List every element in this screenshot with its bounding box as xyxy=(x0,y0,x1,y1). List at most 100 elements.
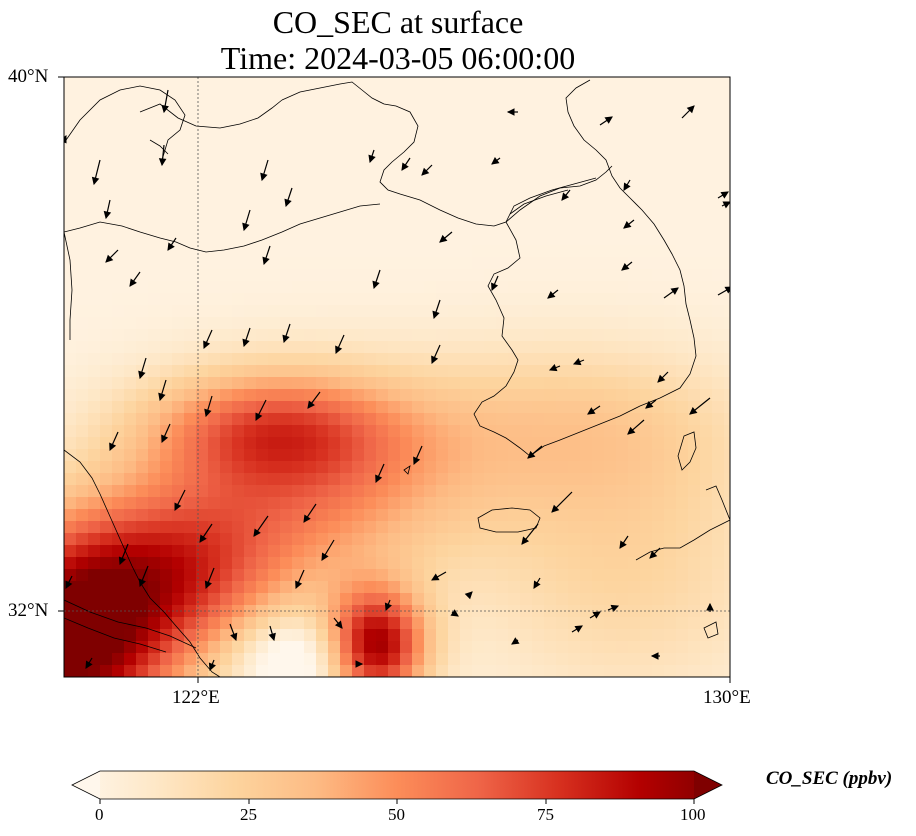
wind-vector-head xyxy=(199,534,207,543)
wind-vector-head xyxy=(161,434,169,444)
wind-vector-head xyxy=(610,604,620,612)
wind-vector-head xyxy=(551,504,560,513)
wind-vector-head xyxy=(161,104,169,114)
coastlines xyxy=(64,79,730,677)
wind-vector-head xyxy=(208,662,216,672)
wind-vector-head xyxy=(334,620,343,629)
wind-vector-head xyxy=(65,580,73,589)
wind-vector-head xyxy=(260,172,268,182)
wind-vector-head xyxy=(355,660,364,668)
wind-vector-head xyxy=(432,310,440,320)
wind-vector-head xyxy=(431,573,440,581)
wind-vector-head xyxy=(368,154,376,164)
wind-vector-head xyxy=(203,340,211,350)
colorbar-body xyxy=(72,771,722,799)
wind-vector-head xyxy=(105,254,114,263)
wind-vector-head xyxy=(321,552,329,561)
wind-vector-head xyxy=(158,392,166,402)
wind-vector-head xyxy=(255,412,263,421)
colorbar xyxy=(71,770,723,804)
colorbar-tick-label-75: 75 xyxy=(537,805,554,824)
wind-vector-head xyxy=(689,406,698,415)
wind-vector-head xyxy=(587,407,596,415)
wind-vector-head xyxy=(572,358,582,366)
wind-vector-head xyxy=(645,400,654,409)
wind-vector-head xyxy=(158,158,167,167)
wind-vector-head xyxy=(295,580,303,590)
wind-vector-head xyxy=(650,652,659,660)
wind-vector-head xyxy=(138,578,146,588)
wind-vector-head xyxy=(230,632,238,642)
wind-vector-head xyxy=(720,191,729,199)
wind-vector-head xyxy=(118,556,126,566)
lon-label-130e: 130°E xyxy=(703,687,751,708)
map-frame xyxy=(63,76,731,678)
wind-vector-head xyxy=(722,201,730,209)
wind-vector-head xyxy=(64,135,67,144)
wind-vector-head xyxy=(547,290,556,299)
colorbar-tick-label-50: 50 xyxy=(388,805,405,824)
wind-vector-head xyxy=(670,287,679,295)
wind-vector-head xyxy=(506,108,515,116)
lon-label-122e: 122°E xyxy=(172,687,220,708)
wind-vector-head xyxy=(109,442,117,452)
wind-vector-head xyxy=(242,222,250,232)
colorbar-tick-label-25: 25 xyxy=(240,805,257,824)
wind-vector-head xyxy=(527,450,536,459)
wind-vector-head xyxy=(521,536,530,545)
wind-vector-head xyxy=(138,370,146,380)
colorbar-extend-max xyxy=(694,771,722,799)
wind-vector-head xyxy=(604,116,613,124)
wind-vector-head xyxy=(335,345,343,355)
wind-vector-head xyxy=(282,334,290,344)
wind-vector-head xyxy=(268,632,276,642)
wind-vector-head xyxy=(574,625,583,633)
wind-vector-head xyxy=(627,426,636,435)
wind-vector-head xyxy=(204,408,212,418)
colorbar-label: CO_SEC (ppbv) xyxy=(766,768,893,789)
lat-label-40n: 40°N xyxy=(8,66,49,87)
wind-vector-head xyxy=(431,355,439,365)
wind-vector-head xyxy=(450,609,459,617)
title-line-2: Time: 2024-03-05 06:00:00 xyxy=(220,40,576,76)
wind-vector-head xyxy=(548,364,558,372)
wind-vector-head xyxy=(242,338,250,348)
wind-vector-head xyxy=(491,157,500,165)
wind-vector-head xyxy=(91,176,100,186)
wind-vectors xyxy=(64,89,730,672)
wind-vector-head xyxy=(439,234,448,243)
wind-vector-head xyxy=(561,192,570,201)
wind-vector-head xyxy=(464,591,473,600)
wind-vector-head xyxy=(384,602,392,612)
wind-vector-head xyxy=(204,580,212,590)
wind-vector-head xyxy=(262,256,270,266)
wind-vector-head xyxy=(103,210,112,220)
wind-vector-head xyxy=(686,105,695,114)
colorbar-tick-label-0: 0 xyxy=(95,805,104,824)
wind-vector-head xyxy=(129,278,137,287)
wind-vector-head xyxy=(724,286,730,294)
wind-vector-head xyxy=(303,514,311,523)
wind-vector-head xyxy=(401,162,409,171)
wind-vector-head xyxy=(413,456,421,466)
wind-vector-head xyxy=(375,474,383,484)
concentration-field xyxy=(64,77,730,677)
wind-vector-head xyxy=(167,242,175,251)
wind-vector-head xyxy=(619,540,627,549)
wind-vector-head xyxy=(621,262,630,271)
wind-vector-head xyxy=(623,220,632,229)
wind-vector-head xyxy=(372,280,380,290)
wind-vector-head xyxy=(421,167,430,176)
wind-vector-head xyxy=(533,580,541,589)
wind-vector-head xyxy=(284,198,292,208)
wind-vector-head xyxy=(592,611,601,619)
wind-vector-head xyxy=(623,182,631,191)
wind-vector-head xyxy=(253,528,261,537)
wind-vector-head xyxy=(657,374,666,383)
wind-vector-head xyxy=(307,400,315,409)
wind-vector-head xyxy=(491,282,499,292)
wind-vector-head xyxy=(649,550,658,559)
wind-vector-head xyxy=(706,602,714,611)
colorbar-extend-min xyxy=(72,771,100,799)
